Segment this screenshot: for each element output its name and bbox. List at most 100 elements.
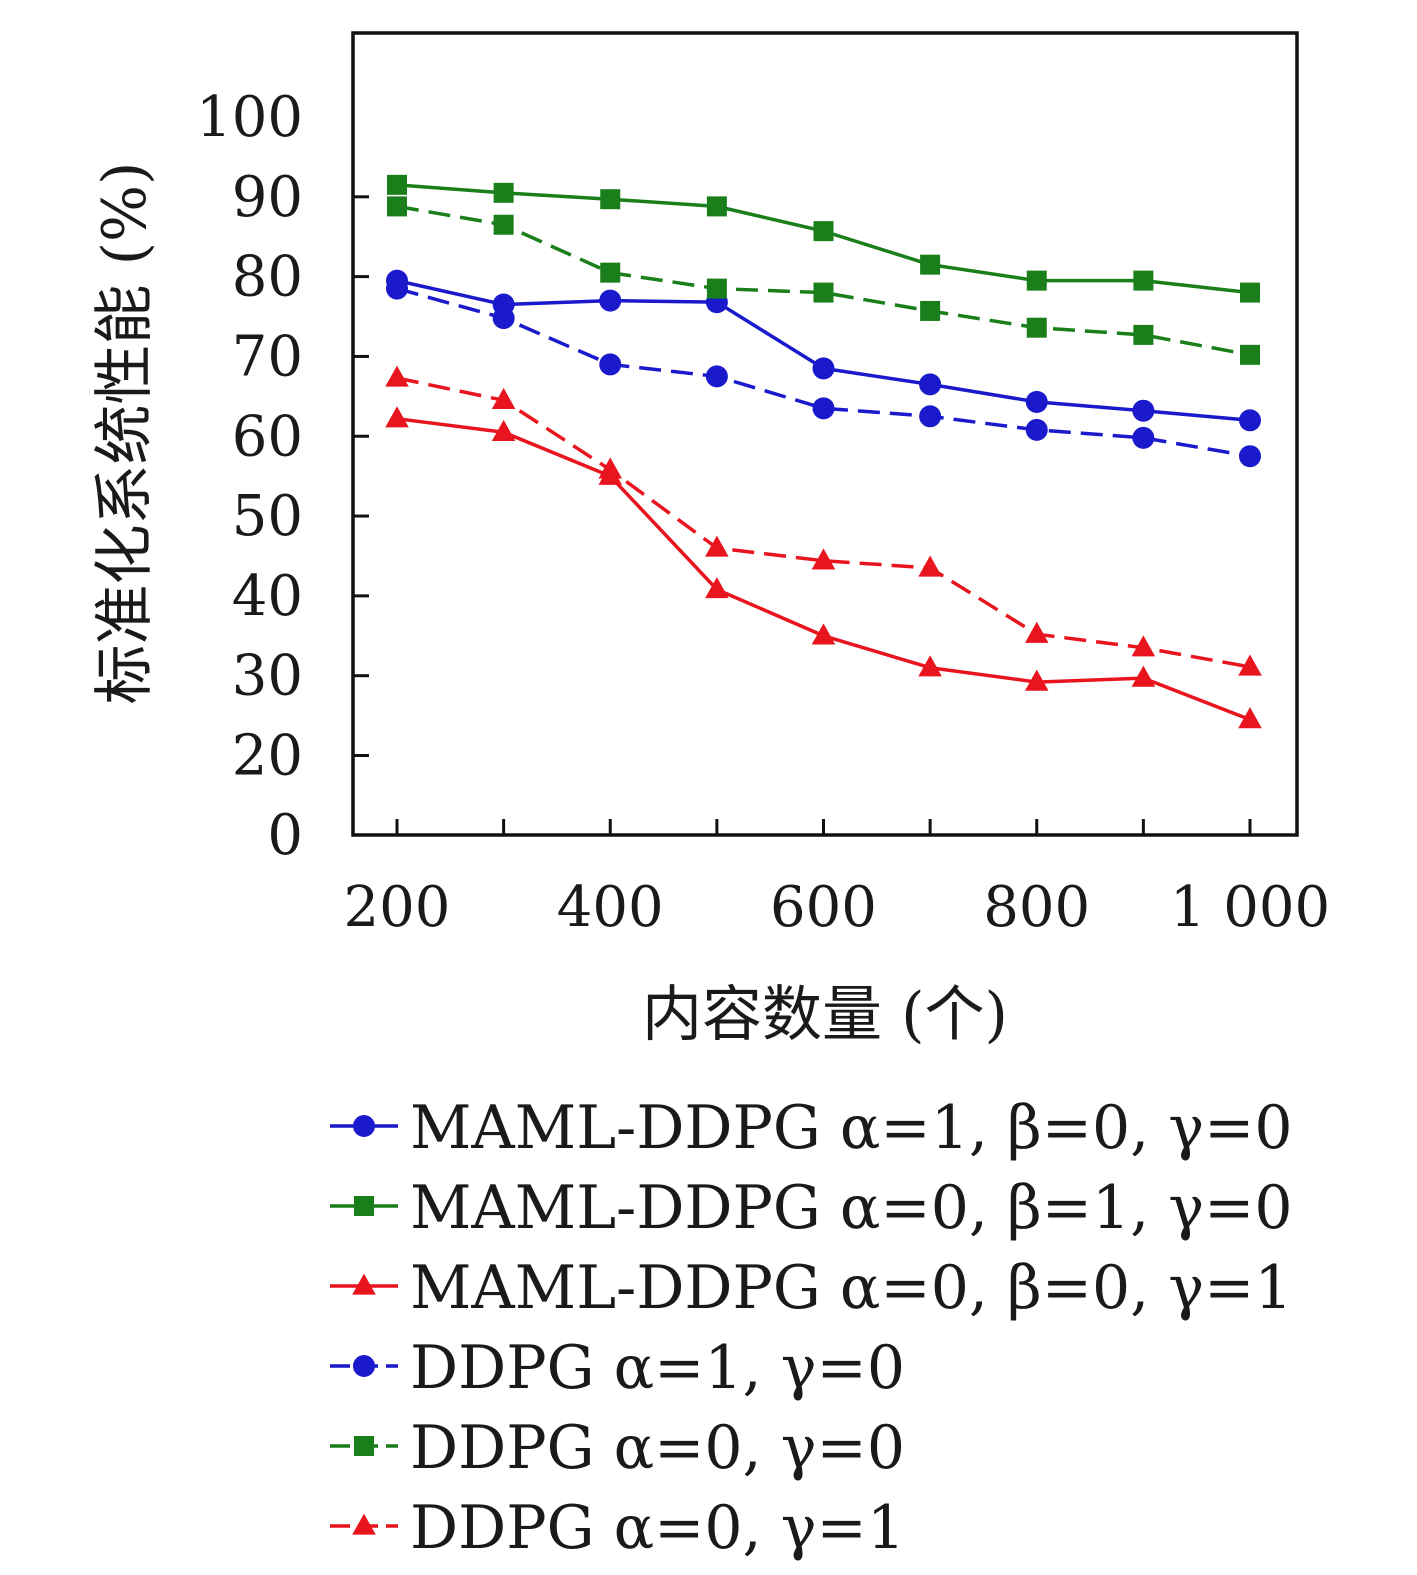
data-point	[600, 262, 621, 283]
legend-item: DDPG α=1, γ=0	[330, 1333, 905, 1403]
data-point	[812, 357, 835, 380]
data-point	[1131, 665, 1156, 687]
data-point	[1024, 669, 1049, 691]
data-point	[1024, 621, 1049, 643]
legend-label: DDPG α=0, γ=0	[410, 1413, 905, 1483]
data-point	[1132, 399, 1155, 422]
data-point	[387, 196, 407, 217]
series-line	[396, 204, 1251, 357]
data-point	[493, 214, 514, 235]
data-point	[491, 387, 516, 410]
data-point	[1133, 324, 1154, 345]
data-point	[706, 196, 727, 217]
series-1	[387, 174, 1260, 303]
series-0	[386, 269, 1261, 432]
x-axis-title: 内容数量 (个)	[642, 980, 1008, 1050]
x-tick-label: 200	[344, 875, 451, 940]
data-point	[1239, 409, 1261, 432]
data-point	[491, 419, 516, 441]
data-point	[1025, 390, 1048, 413]
legend-swatch-marker	[354, 1196, 374, 1216]
data-point	[1240, 282, 1260, 303]
legend-swatch-marker	[354, 1436, 374, 1456]
legend-item: DDPG α=0, γ=1	[330, 1493, 905, 1563]
series-line	[396, 376, 1251, 669]
data-point	[919, 405, 942, 428]
legend-item: MAML-DDPG α=0, β=1, γ=0	[330, 1173, 1293, 1243]
legend-label: DDPG α=1, γ=0	[410, 1333, 905, 1403]
data-point	[813, 221, 834, 242]
y-tick-label: 30	[232, 644, 303, 709]
legend-label: MAML-DDPG α=0, β=1, γ=0	[410, 1173, 1293, 1243]
data-point	[493, 182, 514, 203]
data-point	[812, 397, 835, 420]
data-point	[599, 353, 622, 376]
legend-item: MAML-DDPG α=1, β=0, γ=0	[330, 1093, 1293, 1163]
legend-swatch-marker	[353, 1115, 375, 1137]
legend-label: DDPG α=0, γ=1	[410, 1493, 905, 1563]
legend-item: DDPG α=0, γ=0	[330, 1413, 905, 1483]
data-point	[920, 254, 941, 275]
data-point	[1238, 654, 1262, 676]
data-point	[1026, 317, 1047, 338]
data-point	[1240, 344, 1260, 365]
y-axis: 0 20 30 40 50 60 70 80 90 100	[196, 85, 369, 868]
data-point	[705, 577, 729, 599]
x-tick-label: 400	[557, 875, 664, 940]
data-point	[1133, 270, 1154, 291]
y-tick-label: 80	[232, 245, 303, 310]
y-tick-label: 20	[232, 724, 303, 789]
x-axis: 200 400 600 800 1 000	[344, 819, 1330, 940]
data-point	[598, 457, 623, 479]
data-point	[920, 300, 941, 321]
y-tick-label: 0	[267, 803, 303, 868]
legend-label: MAML-DDPG α=1, β=0, γ=0	[410, 1093, 1293, 1163]
y-tick-label: 100	[196, 85, 303, 150]
x-tick-label: 1 000	[1170, 875, 1330, 940]
series-5	[385, 365, 1262, 676]
data-point	[918, 655, 942, 677]
data-point	[1239, 445, 1261, 468]
series-layer	[385, 174, 1262, 729]
data-point	[387, 174, 407, 195]
series-4	[387, 196, 1260, 365]
data-point	[385, 365, 409, 387]
data-point	[386, 277, 408, 300]
data-point	[1132, 426, 1155, 449]
data-point	[919, 373, 942, 396]
y-axis-title: 标准化系统性能 (%)	[90, 162, 160, 705]
x-tick-label: 800	[983, 875, 1090, 940]
y-tick-label: 90	[232, 165, 303, 230]
data-point	[1238, 707, 1262, 729]
x-tick-label: 600	[770, 875, 877, 940]
data-point	[492, 307, 515, 330]
data-point	[705, 535, 729, 557]
data-point	[705, 365, 728, 388]
data-point	[385, 406, 409, 428]
data-point	[811, 548, 836, 570]
legend-swatch-marker	[353, 1355, 375, 1377]
plot-frame	[351, 31, 1299, 837]
data-point	[600, 189, 621, 210]
y-tick-label: 40	[232, 564, 303, 629]
data-point	[811, 623, 836, 645]
data-point	[599, 289, 622, 312]
legend-label: MAML-DDPG α=0, β=0, γ=1	[410, 1253, 1293, 1323]
data-point	[1026, 270, 1047, 291]
y-tick-label: 70	[232, 324, 303, 389]
data-point	[1025, 418, 1048, 441]
data-point	[706, 278, 727, 299]
legend-swatch-marker	[352, 1513, 376, 1535]
legend: MAML-DDPG α=1, β=0, γ=0 MAML-DDPG α=0, β=…	[330, 1093, 1293, 1563]
series-line	[396, 286, 1251, 458]
data-point	[918, 555, 942, 577]
y-tick-label: 60	[232, 404, 303, 469]
series-3	[386, 277, 1261, 468]
legend-item: MAML-DDPG α=0, β=0, γ=1	[330, 1253, 1293, 1323]
data-point	[813, 282, 834, 303]
plot-area: 0 20 30 40 50 60 70 80 90 100 200 400 600 800 1 000	[196, 31, 1330, 940]
data-point	[1131, 635, 1156, 657]
legend-swatch-marker	[352, 1273, 376, 1295]
y-tick-label: 50	[232, 484, 303, 549]
